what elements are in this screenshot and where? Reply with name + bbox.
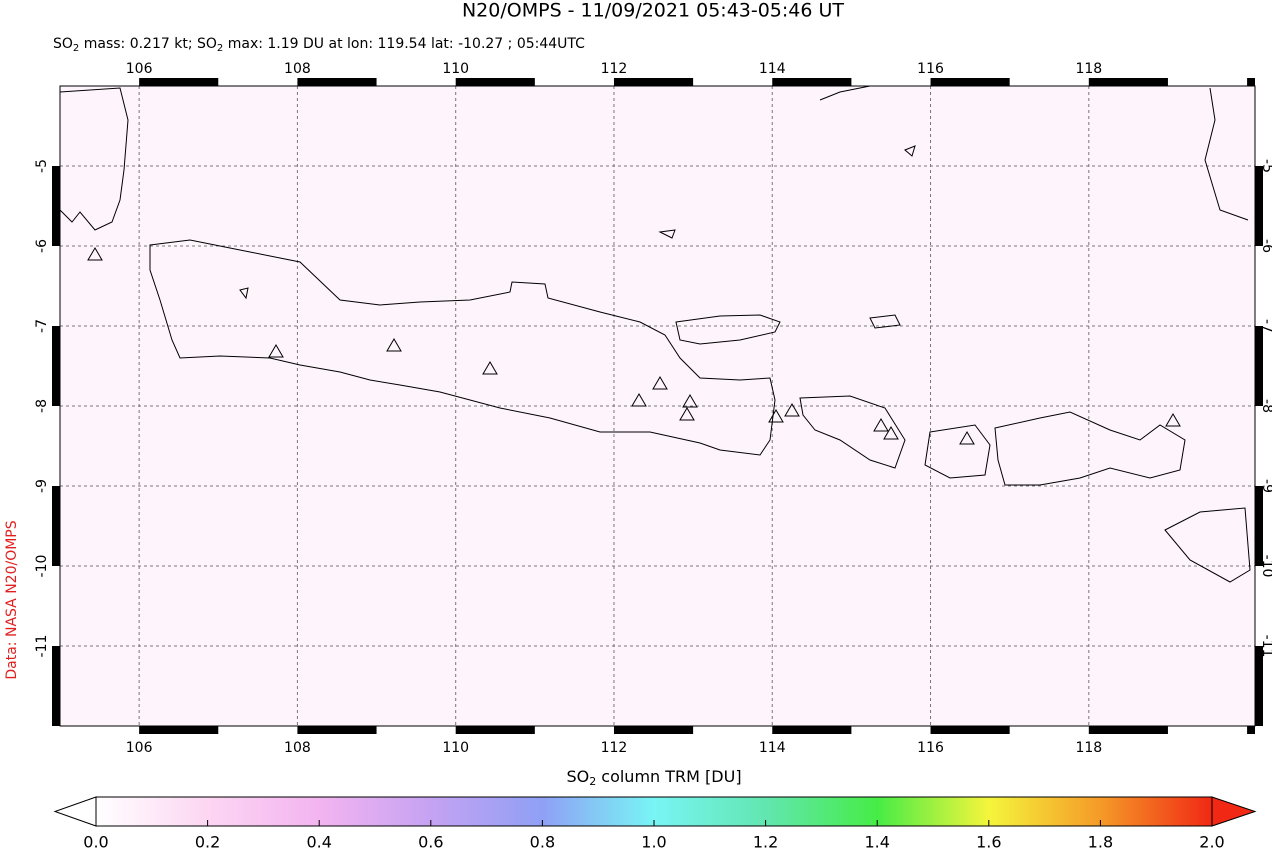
x-tick-label: 112 <box>601 61 628 77</box>
x-tick-label: 106 <box>126 61 153 77</box>
x-tick-label: 118 <box>1075 61 1102 77</box>
y-tick-label: -5 <box>1259 159 1272 173</box>
y-tick-label: -10 <box>34 555 50 578</box>
lombok-coast <box>924 424 991 479</box>
sumba-coast <box>1164 507 1251 583</box>
y-tick-label: -9 <box>1259 479 1272 493</box>
frame-bar <box>455 78 535 86</box>
y-tick-label: -5 <box>34 159 50 173</box>
colorbar-tick-label: 1.4 <box>864 833 889 852</box>
x-tick-label: 108 <box>284 61 311 77</box>
colorbar-ticks: 0.0 0.2 0.4 0.6 0.8 1.0 1.2 1.4 1.6 1.8 2.0 <box>83 820 1225 852</box>
subtitle-part: mass: 0.217 kt; SO <box>79 36 217 52</box>
frame-bar <box>52 166 60 246</box>
coastlines <box>59 85 1251 583</box>
volcanoes <box>87 247 1181 445</box>
x-tick-label: 108 <box>284 740 311 756</box>
madura-coast <box>675 314 781 345</box>
colorbar-tick-label: 0.0 <box>83 833 108 852</box>
colorbar-tick-label: 1.0 <box>641 833 666 852</box>
frame-bar <box>52 326 60 406</box>
subtitle-part: max: 1.19 DU at lon: 119.54 lat: -10.27 … <box>223 36 585 52</box>
y-tick-label: -9 <box>34 479 50 493</box>
y-tick-label: -7 <box>34 319 50 333</box>
axes: 106 106 108 108 110 110 112 112 114 114 116 116 118 1… <box>34 61 1272 756</box>
y-tick-label: -11 <box>34 635 50 658</box>
colorbar-label: SO2 column TRM [DU] <box>566 767 741 789</box>
frame-bar <box>613 726 694 734</box>
y-tick-label: -8 <box>1259 399 1272 413</box>
frame-bar <box>1255 166 1263 246</box>
x-tick-label: 114 <box>759 61 786 77</box>
borneo-coast <box>819 85 1249 221</box>
subtitle-part: SO <box>53 36 73 52</box>
frame-bar <box>1247 726 1255 734</box>
colorbar-tick-label: 1.6 <box>976 833 1001 852</box>
frame-bar <box>455 726 535 734</box>
frame-bar <box>139 78 219 86</box>
y-tick-label: -6 <box>1259 239 1272 253</box>
y-tick-label: -8 <box>34 399 50 413</box>
colorbar-tick-label: 1.8 <box>1088 833 1113 852</box>
frame-bar <box>1255 486 1263 566</box>
colorbar <box>53 796 1257 827</box>
subtitle-sub: 2 <box>217 43 223 54</box>
credit: Data: NASA N20/OMPS <box>4 520 20 679</box>
colorbar-tick-label: 1.2 <box>753 833 778 852</box>
colorbar-tick-label: 0.8 <box>530 833 555 852</box>
label-part: SO <box>566 767 589 786</box>
colorbar-tick-label: 0.4 <box>306 833 331 852</box>
sumatra-coast <box>59 87 129 231</box>
colorbar-high-arrow <box>1211 796 1257 827</box>
frame-bar <box>139 726 219 734</box>
frame-bar <box>930 726 1010 734</box>
frame-bar <box>772 78 852 86</box>
frame-bar <box>613 78 694 86</box>
x-tick-label: 110 <box>442 61 469 77</box>
x-tick-label: 106 <box>126 740 153 756</box>
colorbar-tick-label: 2.0 <box>1199 833 1224 852</box>
y-tick-label: -6 <box>34 239 50 253</box>
frame-bar <box>1255 326 1263 406</box>
label-sub: 2 <box>589 775 596 788</box>
x-tick-label: 110 <box>442 740 469 756</box>
frame-bar <box>52 486 60 566</box>
y-tick-label: -10 <box>1259 555 1272 578</box>
x-tick-label: 112 <box>601 740 628 756</box>
label-part: column TRM [DU] <box>596 767 741 786</box>
sumbawa-coast <box>994 411 1186 486</box>
grid <box>60 86 1255 726</box>
frame-bar <box>1255 646 1263 726</box>
colorbar-low-arrow <box>53 796 97 827</box>
y-tick-label: -11 <box>1259 635 1272 658</box>
x-tick-label: 116 <box>917 740 944 756</box>
frame-bar <box>772 726 852 734</box>
y-tick-label: -7 <box>1259 319 1272 333</box>
frame-bar <box>1247 78 1255 86</box>
frame-bar <box>1088 726 1168 734</box>
subtitle: SO2 mass: 0.217 kt; SO2 max: 1.19 DU at … <box>53 36 585 54</box>
x-tick-label: 116 <box>917 61 944 77</box>
title: N20/OMPS - 11/09/2021 05:43-05:46 UT <box>462 0 844 22</box>
frame-bar <box>1088 78 1168 86</box>
x-tick-label: 118 <box>1075 740 1102 756</box>
bali-coast <box>799 395 906 469</box>
frame-bar <box>297 726 377 734</box>
colorbar-tick-label: 0.6 <box>418 833 443 852</box>
frame-bar <box>930 78 1010 86</box>
small-islands <box>239 145 916 329</box>
colorbar-tick-label: 0.2 <box>195 833 220 852</box>
frame-bar <box>297 78 377 86</box>
subtitle-sub: 2 <box>73 43 79 54</box>
x-tick-label: 114 <box>759 740 786 756</box>
java-coast <box>149 239 776 456</box>
volcano <box>87 247 1181 445</box>
frame-bar <box>52 646 60 726</box>
